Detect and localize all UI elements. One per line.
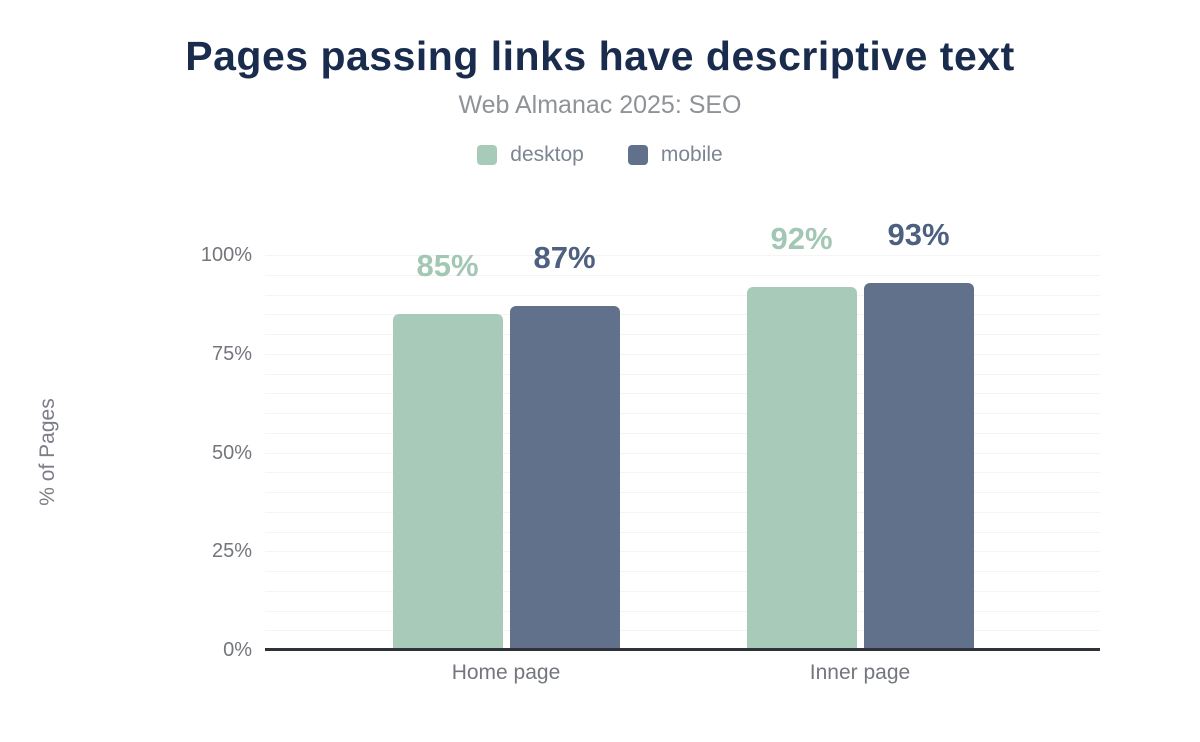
legend-swatch-desktop <box>477 145 498 165</box>
gridline <box>265 492 1100 493</box>
gridline <box>265 452 1100 454</box>
gridline <box>265 294 1100 296</box>
x-category-label: Home page <box>451 661 561 684</box>
gridline <box>265 590 1100 592</box>
chart-subtitle: Web Almanac 2025: SEO <box>458 91 742 119</box>
legend-item-desktop[interactable]: desktop <box>477 143 584 167</box>
y-tick-label: 25% <box>211 540 252 563</box>
gridline <box>265 511 1100 513</box>
y-tick-label: 50% <box>211 441 252 464</box>
legend: desktop mobile <box>0 143 1200 167</box>
bar-value-label: 92% <box>770 220 833 256</box>
gridline <box>265 314 1100 316</box>
y-axis-title: % of Pages <box>36 398 59 506</box>
bar-mobile-home-page[interactable] <box>509 306 620 650</box>
bar-value-label: 93% <box>887 216 950 252</box>
x-category-label: Inner page <box>809 661 911 684</box>
gridline <box>265 274 1100 276</box>
plot-area: 85% 87% 92% 93% <box>265 217 1100 650</box>
bar-value-label: 85% <box>416 248 479 284</box>
gridline <box>265 373 1100 375</box>
chart-title: Pages passing links have descriptive tex… <box>185 33 1015 79</box>
gridline <box>265 413 1100 414</box>
legend-item-mobile[interactable]: mobile <box>627 143 723 167</box>
gridline <box>265 255 1100 256</box>
x-axis-line <box>265 648 1100 651</box>
bar-desktop-home-page[interactable] <box>392 314 503 650</box>
gridline <box>265 353 1100 355</box>
bar-value-label: 87% <box>533 240 596 276</box>
gridline <box>265 551 1100 553</box>
bar-mobile-inner-page[interactable] <box>863 282 974 650</box>
gridline <box>265 571 1100 572</box>
bar-desktop-inner-page[interactable] <box>746 286 857 650</box>
legend-swatch-mobile <box>627 145 648 165</box>
legend-label: desktop <box>510 143 584 166</box>
legend-label: mobile <box>660 143 723 166</box>
gridline <box>265 610 1100 612</box>
gridline <box>265 334 1100 335</box>
gridline <box>265 472 1100 474</box>
gridline <box>265 630 1100 632</box>
gridline <box>265 531 1100 533</box>
y-tick-label: 75% <box>211 342 252 365</box>
y-tick-label: 100% <box>200 244 252 266</box>
gridline <box>265 393 1100 395</box>
gridline <box>265 432 1100 434</box>
y-tick-label: 0% <box>223 639 252 661</box>
